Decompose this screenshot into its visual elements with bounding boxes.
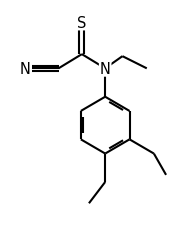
Text: N: N [100, 62, 111, 76]
Text: N: N [19, 62, 30, 76]
Text: S: S [77, 15, 86, 30]
